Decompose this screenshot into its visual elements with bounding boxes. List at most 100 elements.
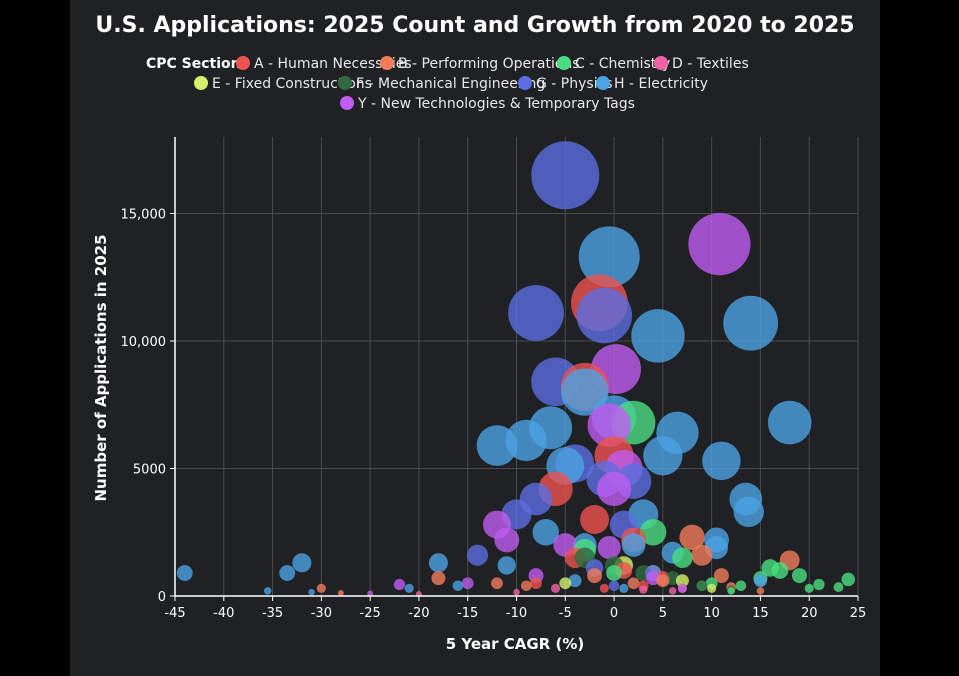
bubble-point[interactable] [606, 565, 623, 581]
bubble-point[interactable] [508, 285, 564, 341]
bubble-point[interactable] [576, 287, 633, 344]
x-tick-label: -15 [457, 606, 478, 621]
bubble-point[interactable] [656, 574, 670, 588]
bubble-point[interactable] [691, 544, 713, 566]
bubble-point[interactable] [367, 590, 374, 597]
x-tick-label: 20 [801, 606, 818, 621]
bubble-point[interactable] [707, 583, 717, 593]
bubble-point[interactable] [643, 436, 683, 476]
bubble-point[interactable] [263, 587, 272, 595]
bubble-point[interactable] [587, 568, 603, 584]
bubble-point[interactable] [176, 565, 193, 581]
x-tick-label: -20 [408, 606, 429, 621]
bubble-point[interactable] [756, 587, 765, 595]
bubble-chart: U.S. Applications: 2025 Count and Growth… [92, 13, 867, 653]
bubble-point[interactable] [639, 585, 648, 594]
legend-label[interactable]: E - Fixed Constructions [212, 76, 372, 92]
legend-label[interactable]: F - Mechanical Engineering [356, 76, 545, 92]
bubble-point[interactable] [804, 583, 814, 593]
bubble-point[interactable] [452, 580, 464, 592]
x-tick-label: 15 [752, 606, 769, 621]
bubble-point[interactable] [841, 572, 855, 587]
bubble-point[interactable] [428, 553, 448, 573]
bubble-point[interactable] [727, 587, 735, 595]
bubble-point[interactable] [702, 441, 741, 481]
bubble-point[interactable] [723, 295, 779, 351]
bubble-point[interactable] [520, 580, 532, 592]
legend-swatch [194, 76, 208, 90]
bubble-point[interactable] [497, 556, 516, 575]
bubble-point[interactable] [550, 583, 561, 593]
bubble-point[interactable] [580, 505, 610, 534]
bubble-point[interactable] [679, 524, 705, 551]
bubble-point[interactable] [466, 544, 489, 566]
bubble-point[interactable] [627, 577, 640, 590]
legend-swatch [518, 76, 532, 90]
x-tick-label: 25 [850, 606, 867, 621]
legend-swatch [654, 56, 668, 70]
y-tick-label: 15,000 [121, 208, 167, 223]
legend-swatch [380, 56, 394, 70]
legend-swatch [338, 76, 352, 90]
bubble-point[interactable] [668, 587, 677, 595]
bubble-point[interactable] [608, 580, 620, 592]
bubble-point[interactable] [733, 496, 764, 528]
legend-label[interactable]: G - Physics [536, 76, 613, 92]
bubble-point[interactable] [597, 536, 621, 560]
legend-label[interactable]: Y - New Technologies & Temporary Tags [357, 96, 635, 112]
bubble-point[interactable] [476, 425, 518, 466]
bubble-point[interactable] [461, 577, 474, 590]
bubble-point[interactable] [833, 582, 844, 593]
bubble-point[interactable] [308, 588, 315, 596]
bubble-point[interactable] [587, 403, 631, 447]
bubble-point[interactable] [568, 574, 582, 588]
x-tick-label: -10 [506, 606, 527, 621]
bubble-point[interactable] [713, 568, 729, 584]
bubble-point[interactable] [813, 578, 825, 591]
bubble-point[interactable] [672, 547, 693, 569]
bubble-point[interactable] [530, 577, 542, 590]
bubble-point[interactable] [753, 574, 767, 588]
bubble-point[interactable] [619, 583, 629, 593]
bubble-point[interactable] [631, 309, 685, 363]
bubble-point[interactable] [404, 583, 414, 593]
bubble-point[interactable] [639, 519, 667, 546]
bubble-point[interactable] [513, 588, 520, 596]
bubble-point[interactable] [578, 226, 640, 288]
legend-label[interactable]: D - Textiles [672, 56, 749, 72]
bubble-point[interactable] [532, 519, 560, 546]
bubbles [176, 141, 855, 597]
bubble-point[interactable] [677, 583, 687, 593]
legend-label[interactable]: C - Chemistry [575, 56, 670, 72]
bubble-point[interactable] [337, 589, 344, 596]
legend-title: CPC Section [146, 56, 241, 72]
bubble-point[interactable] [279, 565, 296, 581]
bubble-point[interactable] [491, 577, 503, 590]
bubble-point[interactable] [596, 471, 632, 507]
bubble-point[interactable] [316, 583, 326, 593]
chart-panel: U.S. Applications: 2025 Count and Growth… [70, 0, 880, 676]
legend-label[interactable]: B - Performing Operations [398, 56, 580, 72]
bubble-point[interactable] [431, 571, 446, 586]
bubble-point[interactable] [621, 533, 646, 557]
bubble-point[interactable] [735, 580, 747, 592]
x-tick-label: -30 [311, 606, 332, 621]
bubble-point[interactable] [767, 400, 812, 445]
x-tick-label: -25 [360, 606, 381, 621]
bubble-point[interactable] [559, 577, 572, 590]
legend-label[interactable]: H - Electricity [614, 76, 708, 92]
bubble-point[interactable] [494, 527, 520, 553]
bubble-point[interactable] [531, 141, 600, 210]
bubble-point[interactable] [292, 553, 312, 573]
bubble-point[interactable] [771, 562, 789, 579]
legend-label[interactable]: A - Human Necessities [254, 56, 412, 72]
x-tick-label: 5 [659, 606, 667, 621]
bubble-point[interactable] [675, 574, 689, 588]
bubble-point[interactable] [688, 213, 751, 276]
bubble-point[interactable] [393, 578, 406, 591]
bubble-point[interactable] [791, 568, 807, 584]
bubble-point[interactable] [696, 580, 708, 592]
bubble-point[interactable] [599, 583, 609, 593]
bubble-point[interactable] [561, 368, 609, 416]
